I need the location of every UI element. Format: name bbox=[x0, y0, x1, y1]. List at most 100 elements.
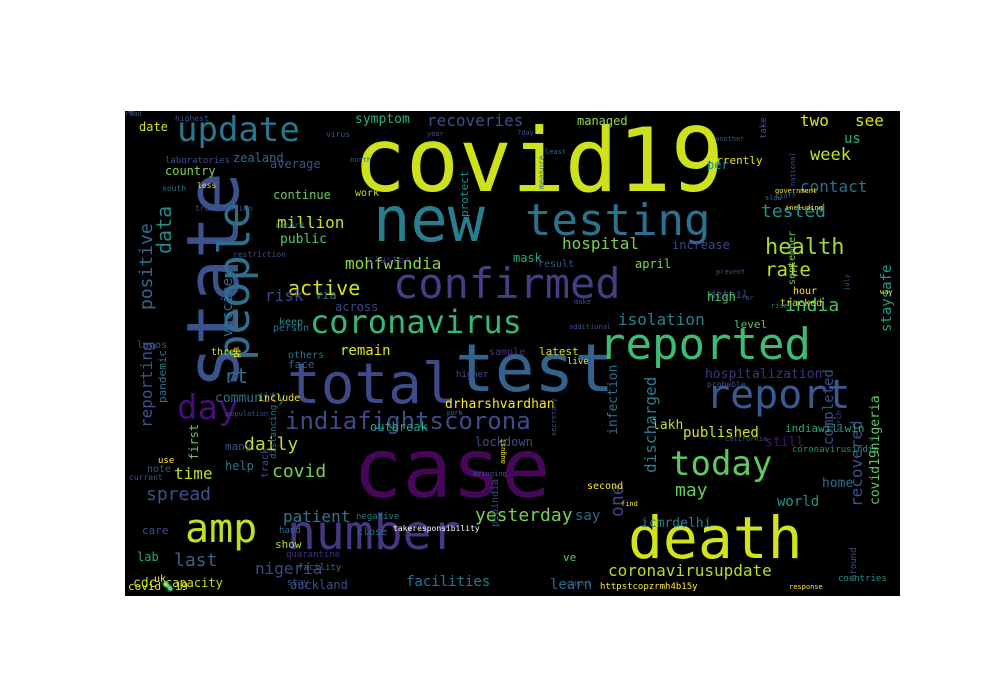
word-restriction: restriction bbox=[233, 250, 286, 259]
word-discharged: discharged bbox=[641, 376, 660, 473]
word-face: face bbox=[288, 358, 315, 371]
word-number: number bbox=[287, 505, 461, 561]
word-negative: negative bbox=[356, 512, 400, 522]
word-use: use bbox=[158, 456, 175, 466]
word-still: still bbox=[765, 435, 805, 450]
word-httpstcopzrmh4b15y: httpstcopzrmh4b15y bbox=[600, 582, 698, 592]
word-take: take bbox=[759, 117, 769, 139]
word-far: far bbox=[741, 294, 754, 302]
word-home: home bbox=[822, 476, 854, 491]
word-covid19: covid19 bbox=[353, 111, 724, 212]
word-zealand: zealand bbox=[233, 151, 284, 165]
word-managed: managed bbox=[577, 114, 628, 128]
word-indiawillwin: indiawillwin bbox=[785, 422, 865, 435]
word-way: way bbox=[880, 288, 893, 296]
word-covid🦠19: covid🦠19 bbox=[128, 580, 189, 593]
word-find: find bbox=[621, 500, 638, 508]
word-confirmed: confirmed bbox=[393, 259, 621, 308]
word-virus: virus bbox=[326, 130, 351, 139]
word-distancing: distancing bbox=[269, 404, 279, 459]
word-ve: ve bbox=[563, 551, 577, 564]
word-make: make bbox=[574, 298, 591, 306]
word-uk: uk bbox=[154, 574, 167, 585]
word-time: time bbox=[174, 464, 213, 483]
word-us: us bbox=[844, 131, 861, 147]
word-national: national bbox=[789, 152, 797, 186]
word-least: least bbox=[545, 148, 567, 156]
word-contact: contact bbox=[800, 177, 868, 196]
word-yesterday: yesterday bbox=[475, 505, 573, 526]
word-today: today bbox=[670, 444, 773, 484]
word-across: across bbox=[335, 300, 379, 314]
word-tracked: tracked bbox=[780, 298, 823, 309]
word-reported: reported bbox=[599, 319, 811, 370]
word-slow: slow bbox=[765, 194, 782, 202]
word-live: live bbox=[567, 357, 589, 367]
word-cdc: cdc bbox=[133, 576, 157, 591]
word-level: level bbox=[734, 318, 768, 331]
word-test: test bbox=[455, 330, 614, 407]
word-read: read bbox=[125, 111, 142, 118]
word-death: death bbox=[628, 504, 803, 572]
word-active: active bbox=[288, 276, 361, 300]
word-another: another bbox=[715, 135, 745, 143]
word-daily: daily bbox=[244, 434, 299, 455]
word-population: population bbox=[226, 410, 269, 418]
word-california: california bbox=[725, 435, 768, 443]
word-lakh: lakh bbox=[652, 418, 684, 433]
word-record: record bbox=[275, 221, 304, 230]
word-week: week bbox=[810, 145, 851, 165]
word-show: show bbox=[275, 538, 302, 551]
word-infection: infection bbox=[606, 364, 621, 435]
word-coronavirus: coronavirus bbox=[310, 303, 522, 341]
word-help: help bbox=[225, 459, 254, 473]
word-capacity: capacity bbox=[165, 576, 223, 590]
word-transmission: transmission bbox=[195, 204, 253, 213]
word-three: three bbox=[211, 347, 242, 358]
word-additional: additional bbox=[569, 323, 612, 331]
word-india: india bbox=[785, 295, 840, 316]
word-community: community bbox=[215, 391, 286, 406]
word-mohfwindia: mohfwindia bbox=[345, 254, 442, 273]
word-quarantine: quarantine bbox=[286, 550, 341, 560]
word-two: two bbox=[800, 111, 829, 130]
word-first: first bbox=[187, 423, 201, 460]
word-mask: mask bbox=[513, 251, 542, 265]
word-case: case bbox=[353, 422, 551, 517]
word-coronavirusindia: coronavirusindia bbox=[792, 445, 879, 455]
word-data: data bbox=[152, 205, 176, 254]
word-tested: tested bbox=[761, 201, 827, 222]
word-total: total bbox=[287, 352, 456, 417]
word-care: care bbox=[142, 524, 169, 537]
word-testing: testing bbox=[525, 195, 711, 246]
word-reporting: reporting bbox=[137, 341, 156, 428]
word-current: current bbox=[129, 473, 163, 482]
word-risk: risk bbox=[265, 286, 304, 305]
word-date: date bbox=[139, 120, 168, 134]
word-sample: sample bbox=[489, 347, 526, 358]
word-patient: patient bbox=[283, 507, 351, 526]
word-health: health bbox=[765, 235, 845, 260]
word-hospital: hospital bbox=[562, 234, 640, 253]
word-country: country bbox=[165, 164, 216, 178]
word-isolation: isolation bbox=[618, 310, 705, 329]
word-update: update bbox=[177, 111, 300, 150]
word-published: published bbox=[683, 425, 759, 441]
word-currently: currently bbox=[703, 154, 763, 167]
word-world: world bbox=[777, 494, 820, 510]
word-increase: increase bbox=[672, 238, 730, 252]
word-stay: stay bbox=[287, 578, 309, 588]
word-july: july bbox=[843, 274, 851, 291]
word-outbreak: outbreak bbox=[370, 420, 428, 434]
word-rate: rate bbox=[765, 259, 811, 281]
word-hand: hand bbox=[279, 526, 301, 536]
word-march: march bbox=[835, 410, 843, 432]
word-school: school bbox=[566, 580, 592, 588]
word-symptom: symptom bbox=[355, 112, 410, 127]
word-work: work bbox=[355, 188, 380, 199]
word-recoveries: recoveries bbox=[427, 111, 524, 130]
word-track: track bbox=[260, 447, 271, 478]
word-august: august bbox=[499, 438, 507, 464]
word-takeresponsibility: takeresponsibility bbox=[393, 524, 480, 533]
word-higher: higher bbox=[456, 370, 489, 380]
